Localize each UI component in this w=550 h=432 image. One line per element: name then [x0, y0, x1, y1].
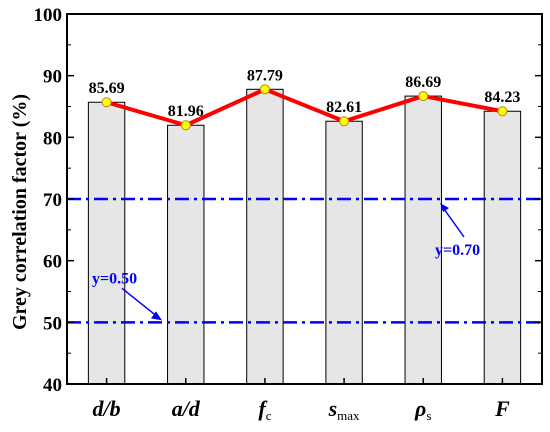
y-tick-label-3: 70: [43, 190, 62, 211]
data-label-3: 82.61: [326, 99, 362, 116]
bars-layer: [87, 88, 522, 385]
x-tick-label-0: d/b: [93, 396, 121, 421]
marker-2: [259, 84, 270, 95]
bar-4: [404, 95, 442, 385]
arrow-1-shaft: [443, 208, 465, 238]
bar-1: [167, 124, 205, 385]
y-tick-label-4: 80: [43, 128, 62, 149]
reference-label-0: y=0.50: [92, 270, 137, 287]
y-tick-label-2: 60: [43, 252, 62, 273]
marker-4: [418, 91, 429, 102]
marker-0: [101, 97, 112, 108]
data-label-1: 81.96: [168, 103, 204, 120]
marker-5: [497, 106, 508, 117]
arrow-0-head: [151, 311, 162, 321]
data-label-0: 85.69: [89, 80, 125, 97]
reference-lines-layer: y=0.50 y=0.70: [67, 197, 542, 324]
y-tick-label-6: 100: [34, 5, 63, 26]
bar-2: [246, 88, 284, 385]
y-tick-label-0: 40: [43, 375, 62, 396]
x-tick-label-1: a/d: [172, 396, 201, 421]
marker-1: [180, 120, 191, 131]
arrow-1-head: [440, 203, 449, 212]
y-tick-label-1: 50: [43, 313, 62, 334]
x-tick-label-2: fc: [258, 396, 271, 423]
trend-line: [106, 87, 503, 128]
bar-0: [87, 101, 126, 385]
data-label-2: 87.79: [247, 67, 283, 84]
axes-layer: 40 50 60 70 80 90 100 d/b a/d fc smax ρs F: [34, 5, 543, 423]
x-tick-label-4: ρs: [414, 396, 431, 423]
y-axis-title: Grey correlation factor (%): [9, 94, 31, 330]
x-tick-label-3: smax: [328, 396, 360, 423]
y-tick-label-5: 90: [43, 67, 62, 88]
overlay-line-layer: 85.69 81.96 87.79 82.61 86.69 84.23: [89, 67, 520, 131]
arrow-0-shaft: [121, 287, 158, 317]
reference-label-1: y=0.70: [435, 242, 480, 259]
data-label-4: 86.69: [405, 74, 441, 91]
marker-3: [339, 116, 350, 127]
x-tick-label-5: F: [494, 396, 510, 421]
bar-3: [325, 120, 363, 385]
data-label-5: 84.23: [484, 89, 520, 106]
bar-5: [483, 110, 522, 385]
